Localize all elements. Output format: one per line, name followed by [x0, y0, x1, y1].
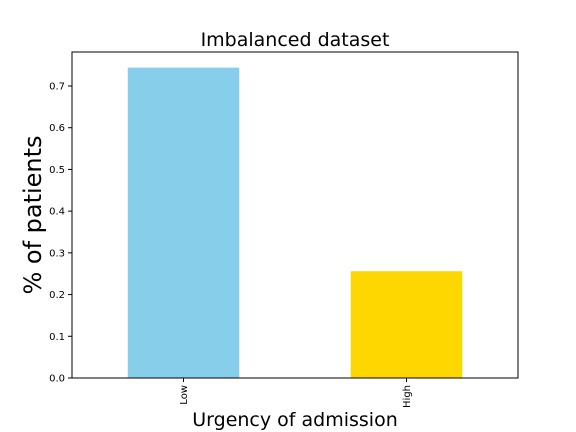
chart-title: Imbalanced dataset: [201, 29, 390, 51]
y-tick-label: 0.5: [49, 165, 65, 176]
y-tick-label: 0.3: [49, 248, 65, 259]
bar-high: [350, 271, 463, 378]
y-tick-label: 0.7: [49, 81, 65, 92]
x-axis-label: Urgency of admission: [192, 409, 398, 431]
y-axis-label: % of patients: [19, 135, 47, 294]
y-tick-label: 0.1: [49, 332, 65, 343]
y-tick-label: 0.0: [49, 374, 65, 385]
bars-group: [127, 67, 463, 378]
y-tick-label: 0.4: [49, 207, 65, 218]
bar-low: [127, 67, 240, 378]
y-tick-label: 0.6: [49, 123, 65, 134]
y-axis-ticks: 0.0 0.1 0.2 0.3 0.4 0.5 0.6 0.7: [49, 81, 72, 385]
y-tick-label: 0.2: [49, 290, 65, 301]
x-tick-label: High: [402, 385, 413, 408]
x-tick-label: Low: [179, 385, 190, 405]
x-axis-ticks: Low High: [179, 378, 413, 408]
plot-frame: [71, 51, 519, 379]
